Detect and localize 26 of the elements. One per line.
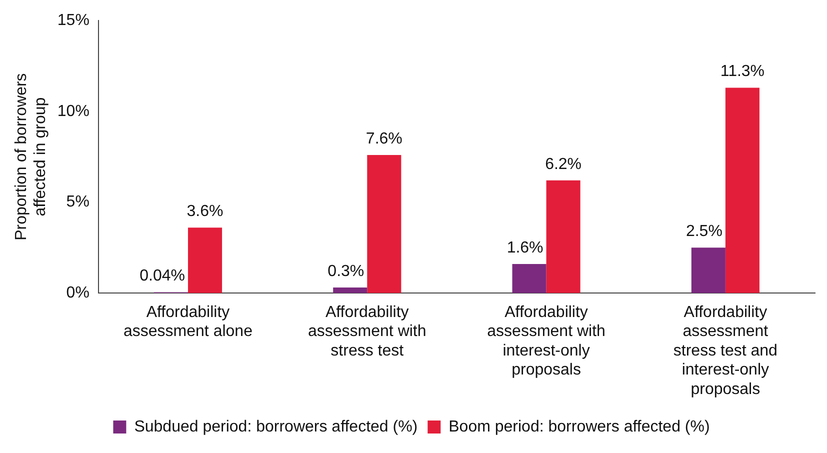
y-tick-label: 15% — [57, 12, 90, 30]
data-label: 2.5% — [686, 223, 722, 240]
data-label: 7.6% — [366, 130, 402, 148]
data-label: 6.2% — [545, 156, 582, 173]
data-label: 3.6% — [186, 203, 224, 220]
legend-label: Boom period: borrowers affected (%) — [448, 418, 710, 436]
bar — [367, 154, 402, 293]
y-tick-label: 5% — [66, 194, 90, 211]
bar — [512, 264, 546, 293]
legend-label: Subdued period: borrowers affected (%) — [134, 418, 418, 436]
x-tick-label: Affordability assessment with interest-only proposals — [487, 304, 606, 379]
bar — [546, 180, 580, 293]
data-label: 0.04% — [140, 268, 185, 285]
data-label: 11.3% — [720, 63, 765, 80]
x-tick-label: Affordability assessment stress test and interest-only proposals — [673, 304, 778, 398]
bar — [188, 228, 222, 293]
x-tick-label: Affordability assessment with stress test — [308, 304, 426, 360]
data-label: 1.6% — [506, 239, 544, 256]
data-label: 0.3% — [328, 262, 364, 280]
y-tick-label: 0% — [66, 284, 90, 302]
bar — [691, 248, 726, 293]
bar — [333, 288, 368, 293]
bar — [725, 88, 760, 293]
y-axis-title: Proportion of borrowers affected in group — [13, 73, 50, 240]
x-tick-label: Affordability assessment alone — [124, 304, 253, 340]
y-tick-label: 10% — [57, 102, 90, 120]
